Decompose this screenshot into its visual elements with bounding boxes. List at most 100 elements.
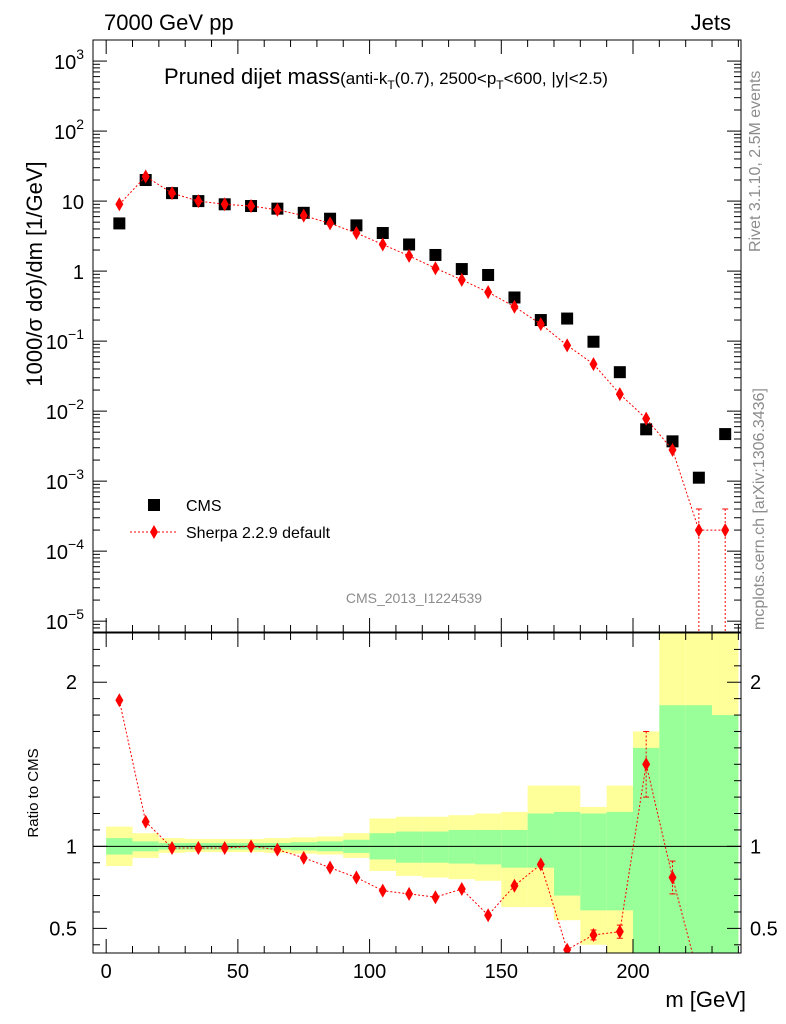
ratio-band-inner: [395, 831, 423, 863]
ratio-band-inner: [712, 715, 739, 953]
plot-title-cuts-2: (0.7), 2500<p: [395, 69, 497, 88]
sherpa-data-point: [273, 202, 282, 217]
ratio-band-inner: [553, 811, 581, 896]
x-axis-label: m [GeV]: [665, 987, 746, 1012]
ratio-tick-labels: 0.5 0.5 1 1 2 2 0 50 100 150 200: [49, 672, 778, 983]
sherpa-data-point: [299, 208, 308, 223]
sherpa-data-point: [194, 194, 203, 209]
ratio-sherpa-point: [615, 924, 624, 939]
main-y-tick-label: 10−4: [46, 536, 84, 564]
cms-data-point: [640, 423, 653, 436]
ratio-sherpa-point: [194, 840, 203, 855]
ratio-band-inner: [659, 705, 686, 953]
ratio-y-tick-label: 2: [66, 672, 77, 694]
ratio-sherpa-point: [299, 850, 308, 865]
main-y-tick-label: 1: [73, 262, 84, 284]
ratio-y-tick-label: 1: [66, 836, 77, 858]
ratio-sherpa-point: [220, 840, 229, 855]
ratio-sherpa-point: [141, 814, 150, 829]
main-y-tick-label-base: 10: [46, 472, 68, 494]
cms-data-point: [376, 227, 389, 240]
sherpa-data-point: [536, 317, 545, 332]
ratio-uncertainty-bands: [106, 633, 739, 953]
main-y-tick-label-base: 10: [54, 122, 76, 144]
sherpa-data-point: [615, 387, 624, 402]
main-frame: [92, 39, 742, 633]
ratio-band-inner: [422, 831, 449, 863]
cms-data-point: [429, 248, 442, 261]
sherpa-line: [118, 175, 726, 531]
ratio-y-tick-label-right: 0.5: [750, 918, 778, 940]
rivet-label: Rivet 3.1.10, 2.5M events: [747, 71, 764, 252]
cms-data-point: [719, 428, 732, 441]
main-series-layer: [113, 169, 732, 632]
ratio-band-inner: [606, 811, 633, 911]
sherpa-data-point: [326, 216, 335, 231]
sherpa-data-point: [431, 261, 440, 276]
sherpa-data-point: [247, 199, 256, 214]
main-y-tick-label-exp: −1: [68, 326, 84, 342]
sherpa-data-point: [694, 523, 703, 538]
plot-title-cuts-1: (anti-k: [340, 69, 388, 88]
ratio-sherpa-point: [642, 757, 651, 772]
ratio-sherpa-point: [168, 840, 177, 855]
sherpa-data-point: [115, 197, 124, 212]
main-y-tick-label: 10−5: [46, 606, 84, 634]
main-y-tick-label-exp: 2: [76, 116, 84, 132]
ratio-sherpa-point: [695, 971, 703, 985]
mcplots-label: mcplots.cern.ch [arXiv:1306.3436]: [751, 388, 768, 630]
analysis-watermark: CMS_2013_I1224539: [346, 590, 482, 606]
main-y-tick-label: 103: [54, 46, 84, 74]
cms-data-point: [508, 291, 521, 304]
ratio-band-inner: [633, 747, 660, 953]
main-y-axis-label-1: 1000/: [22, 331, 47, 387]
plot-title: Pruned dijet mass(anti-kT(0.7), 2500<pT<…: [164, 64, 608, 92]
main-y-tick-label-base: 10: [46, 542, 68, 564]
sherpa-data-point: [668, 442, 677, 457]
legend-marker-cms: [148, 499, 160, 511]
cms-data-point: [482, 268, 495, 281]
cms-data-point: [403, 238, 416, 251]
ratio-band-inner: [580, 813, 607, 911]
ratio-y-tick-label-right: 1: [750, 836, 761, 858]
main-y-tick-label-base: 10: [54, 52, 76, 74]
sherpa-data-point: [220, 197, 229, 212]
ratio-sherpa-point: [326, 860, 335, 875]
main-y-tick-label-base: 1: [73, 262, 84, 284]
main-y-tick-label-base: 10: [46, 612, 68, 634]
ratio-sherpa-point: [378, 883, 387, 898]
main-y-axis-label-4: σ: [22, 286, 47, 300]
main-y-axis-label-2: σ: [22, 318, 47, 332]
cms-data-point: [350, 219, 363, 232]
ratio-sherpa-point: [536, 857, 545, 872]
main-y-tick-label: 10−3: [46, 466, 84, 494]
sherpa-data-point: [168, 186, 177, 201]
legend: CMS Sherpa 2.2.9 default: [130, 498, 331, 542]
sherpa-data-point: [352, 226, 361, 241]
sherpa-data-point: [457, 272, 466, 287]
ratio-frame: [92, 632, 742, 954]
cms-data-point: [666, 435, 679, 448]
sherpa-data-point: [378, 237, 387, 252]
ratio-sherpa-point: [589, 927, 598, 942]
sherpa-data-point: [721, 523, 730, 538]
ratio-band-inner: [685, 705, 713, 953]
sherpa-data-point: [141, 169, 150, 184]
x-tick-label: 150: [485, 961, 518, 983]
ratio-sherpa-point: [457, 882, 466, 896]
ratio-band-inner: [501, 829, 528, 868]
x-tick-label: 100: [353, 961, 386, 983]
ratio-sherpa-point: [405, 886, 414, 901]
main-axis-ticks: [93, 39, 741, 633]
main-y-tick-label-base: 10: [46, 402, 68, 424]
ratio-sherpa-point: [563, 942, 572, 953]
plot-title-cuts-sub-2: T: [496, 78, 504, 92]
main-y-tick-label-exp: −2: [68, 396, 84, 412]
cms-data-point: [692, 471, 705, 484]
cms-data-point: [561, 312, 574, 325]
ratio-sherpa-point: [115, 693, 124, 708]
cms-data-point: [455, 263, 468, 276]
main-y-axis-label: 1000/σ dσ)/dm [1/GeV]: [22, 161, 47, 386]
